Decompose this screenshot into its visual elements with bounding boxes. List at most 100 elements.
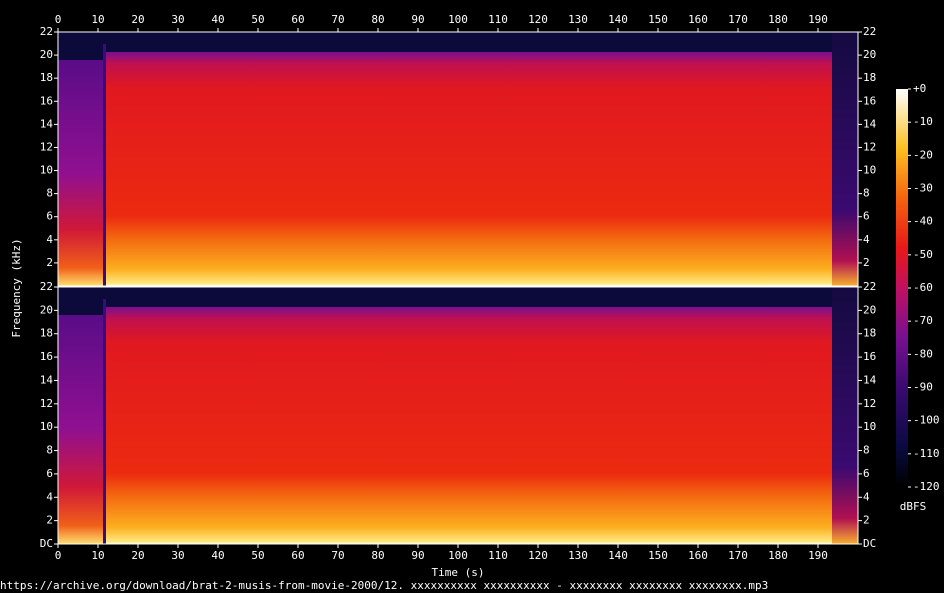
y-tick-label: 14 — [40, 373, 54, 386]
colorbar-tick-label: -110 — [913, 447, 940, 460]
x-tick-label: 170 — [728, 549, 748, 562]
spectrogram-gap — [103, 299, 106, 544]
y-tick-label: DC — [40, 537, 53, 550]
spectrogram-intro — [58, 315, 103, 544]
spectrogram-body — [106, 52, 832, 286]
y-tick-label: 8 — [46, 444, 53, 457]
source-url: https://archive.org/download/brat-2-musi… — [0, 579, 768, 592]
y-tick-label: 10 — [40, 164, 53, 177]
y-tick-label-right: 8 — [863, 444, 870, 457]
y-tick-label-right: 10 — [863, 420, 876, 433]
spectrogram-outro — [832, 287, 858, 544]
y-tick-label-right: 4 — [863, 490, 870, 503]
x-tick-label-top: 120 — [528, 13, 548, 26]
x-tick-label-top: 180 — [768, 13, 788, 26]
y-tick-label: 20 — [40, 303, 53, 316]
x-tick-label-top: 80 — [371, 13, 384, 26]
spectrogram-gap — [103, 44, 106, 286]
y-tick-label: 6 — [46, 210, 53, 223]
x-tick-label-top: 140 — [608, 13, 628, 26]
x-tick-label: 0 — [55, 549, 62, 562]
x-tick-label: 40 — [211, 549, 224, 562]
y-tick-label-right: 12 — [863, 140, 876, 153]
colorbar-tick-label: -10 — [913, 115, 933, 128]
x-tick-label-top: 50 — [251, 13, 264, 26]
colorbar-label: dBFS — [900, 500, 927, 513]
y-tick-label-right: 16 — [863, 94, 876, 107]
y-tick-label: 4 — [46, 490, 53, 503]
y-tick-label: 14 — [40, 117, 54, 130]
y-tick-label: 22 — [40, 25, 53, 38]
x-tick-label: 160 — [688, 549, 708, 562]
y-tick-label-right: 4 — [863, 233, 870, 246]
y-tick-label-right: 8 — [863, 187, 870, 200]
spectrogram-intro — [58, 60, 103, 286]
x-tick-label-top: 30 — [171, 13, 184, 26]
y-tick-label: 4 — [46, 233, 53, 246]
colorbar-tick-label: -70 — [913, 314, 933, 327]
colorbar-tick-label: -100 — [913, 414, 940, 427]
y-tick-label-right: 2 — [863, 514, 870, 527]
x-tick-label-top: 110 — [488, 13, 508, 26]
y-tick-label-right: 2 — [863, 256, 870, 269]
y-tick-label-right: 18 — [863, 327, 876, 340]
colorbar-tick-label: +0 — [913, 82, 926, 95]
x-tick-label: 180 — [768, 549, 788, 562]
colorbar-tick-label: -60 — [913, 281, 933, 294]
x-tick-label: 100 — [448, 549, 468, 562]
y-tick-label: 18 — [40, 71, 53, 84]
y-tick-label-right: 20 — [863, 48, 876, 61]
y-tick-label-right: 18 — [863, 71, 876, 84]
x-tick-label-top: 60 — [291, 13, 304, 26]
colorbar-tick-label: -90 — [913, 381, 933, 394]
y-tick-label-right: 22 — [863, 280, 876, 293]
y-tick-label: 18 — [40, 327, 53, 340]
y-tick-label: 10 — [40, 420, 53, 433]
x-tick-label-top: 100 — [448, 13, 468, 26]
colorbar — [896, 89, 908, 487]
x-tick-label-top: 0 — [55, 13, 62, 26]
y-tick-label: 22 — [40, 280, 53, 293]
spectrogram-outro — [832, 32, 858, 286]
x-tick-label: 30 — [171, 549, 184, 562]
x-tick-label: 110 — [488, 549, 508, 562]
y-tick-label: 8 — [46, 187, 53, 200]
y-tick-label-right: 6 — [863, 210, 870, 223]
y-tick-label: 6 — [46, 467, 53, 480]
x-tick-label-top: 150 — [648, 13, 668, 26]
x-tick-label-top: 190 — [808, 13, 828, 26]
y-tick-label-right: 14 — [863, 117, 877, 130]
y-tick-label-right: 14 — [863, 373, 877, 386]
x-tick-label-top: 170 — [728, 13, 748, 26]
x-tick-label: 120 — [528, 549, 548, 562]
y-tick-label-right: 6 — [863, 467, 870, 480]
x-axis-label: Time (s) — [432, 566, 485, 579]
y-tick-label-right: 20 — [863, 303, 876, 316]
colorbar-tick-label: -20 — [913, 148, 933, 161]
x-tick-label-top: 20 — [131, 13, 144, 26]
y-tick-label: 12 — [40, 140, 53, 153]
y-tick-label-right: DC — [863, 537, 876, 550]
x-tick-label: 80 — [371, 549, 384, 562]
x-tick-label-top: 40 — [211, 13, 224, 26]
y-tick-label-right: 22 — [863, 25, 876, 38]
y-axis-label: Frequency (kHz) — [10, 238, 23, 337]
x-tick-label: 190 — [808, 549, 828, 562]
x-tick-label: 130 — [568, 549, 588, 562]
y-tick-label: 20 — [40, 48, 53, 61]
x-tick-label: 70 — [331, 549, 344, 562]
colorbar-tick-label: -80 — [913, 347, 933, 360]
y-tick-label: 16 — [40, 350, 53, 363]
x-tick-label: 20 — [131, 549, 144, 562]
y-tick-label: 12 — [40, 397, 53, 410]
colorbar-tick-label: -120 — [913, 480, 940, 493]
spectrogram-body — [106, 307, 832, 544]
x-tick-label: 150 — [648, 549, 668, 562]
colorbar-tick-label: -30 — [913, 182, 933, 195]
x-tick-label-top: 10 — [91, 13, 104, 26]
y-tick-label: 16 — [40, 94, 53, 107]
colorbar-tick-label: -50 — [913, 248, 933, 261]
x-tick-label-top: 160 — [688, 13, 708, 26]
